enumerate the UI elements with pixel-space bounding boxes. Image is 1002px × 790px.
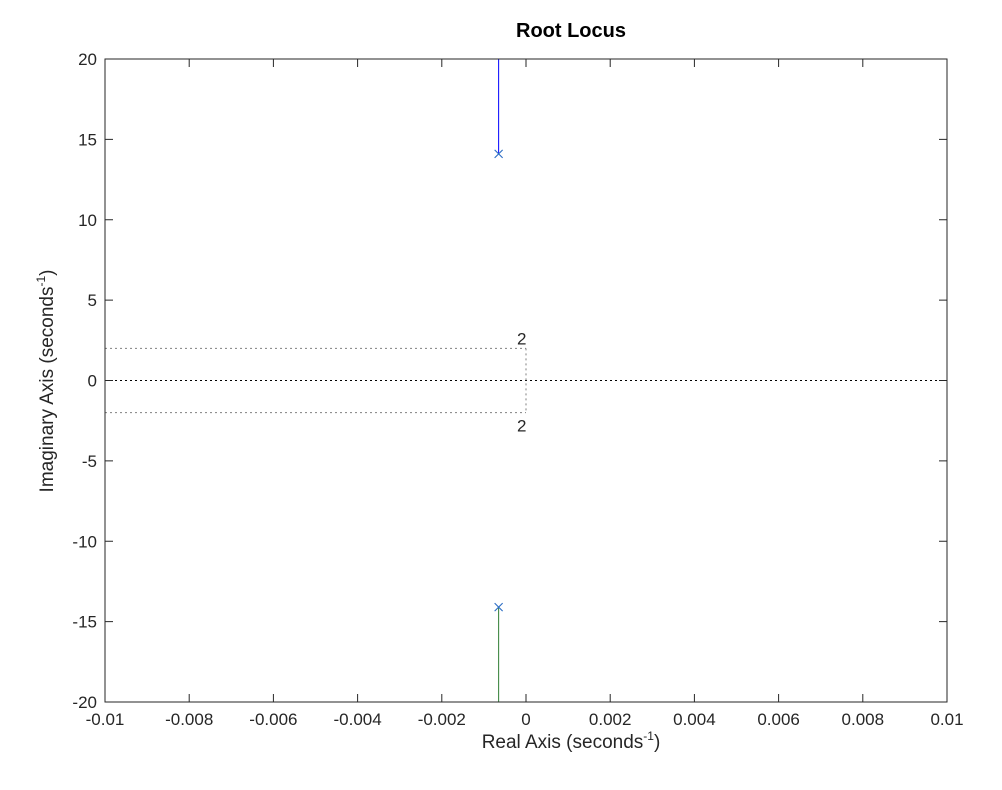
x-tick-label: 0.004 [673, 710, 716, 729]
y-axis-label: Imaginary Axis (seconds-1) [34, 270, 58, 493]
x-tick-label: 0.006 [757, 710, 800, 729]
plot-area: 22 [105, 59, 947, 702]
x-tick-label: -0.01 [86, 710, 125, 729]
frequency-grid-label: 2 [517, 417, 526, 436]
x-axis-label: Real Axis (seconds-1) [482, 729, 661, 753]
x-tick-label: 0.01 [930, 710, 963, 729]
pole-marker [494, 602, 504, 612]
x-tick-label: -0.006 [249, 710, 297, 729]
y-tick-label: -10 [72, 532, 97, 551]
x-tick-label: 0.008 [842, 710, 885, 729]
y-tick-label: -15 [72, 613, 97, 632]
axes-ticks: -0.01 -0.008 -0.006 -0.004 -0.002 0 0.002 0.004… [72, 50, 963, 729]
pole-marker-stroke [494, 149, 504, 159]
frequency-grid-label: 2 [517, 329, 526, 348]
pole-marker-stroke [494, 602, 504, 612]
chart-title: Root Locus [516, 20, 626, 42]
y-tick-label: 20 [78, 50, 97, 69]
x-tick-label: -0.008 [165, 710, 213, 729]
y-tick-label: 5 [88, 291, 97, 310]
y-tick-label: 10 [78, 211, 97, 230]
y-tick-label: -5 [82, 452, 97, 471]
x-tick-label: 0.002 [589, 710, 632, 729]
y-tick-label: 0 [88, 372, 97, 391]
y-tick-label: 15 [78, 130, 97, 149]
x-tick-label: 0 [521, 710, 530, 729]
x-tick-label: -0.004 [333, 710, 381, 729]
pole-marker [494, 149, 504, 159]
y-tick-label: -20 [72, 693, 97, 712]
x-tick-label: -0.002 [418, 710, 466, 729]
